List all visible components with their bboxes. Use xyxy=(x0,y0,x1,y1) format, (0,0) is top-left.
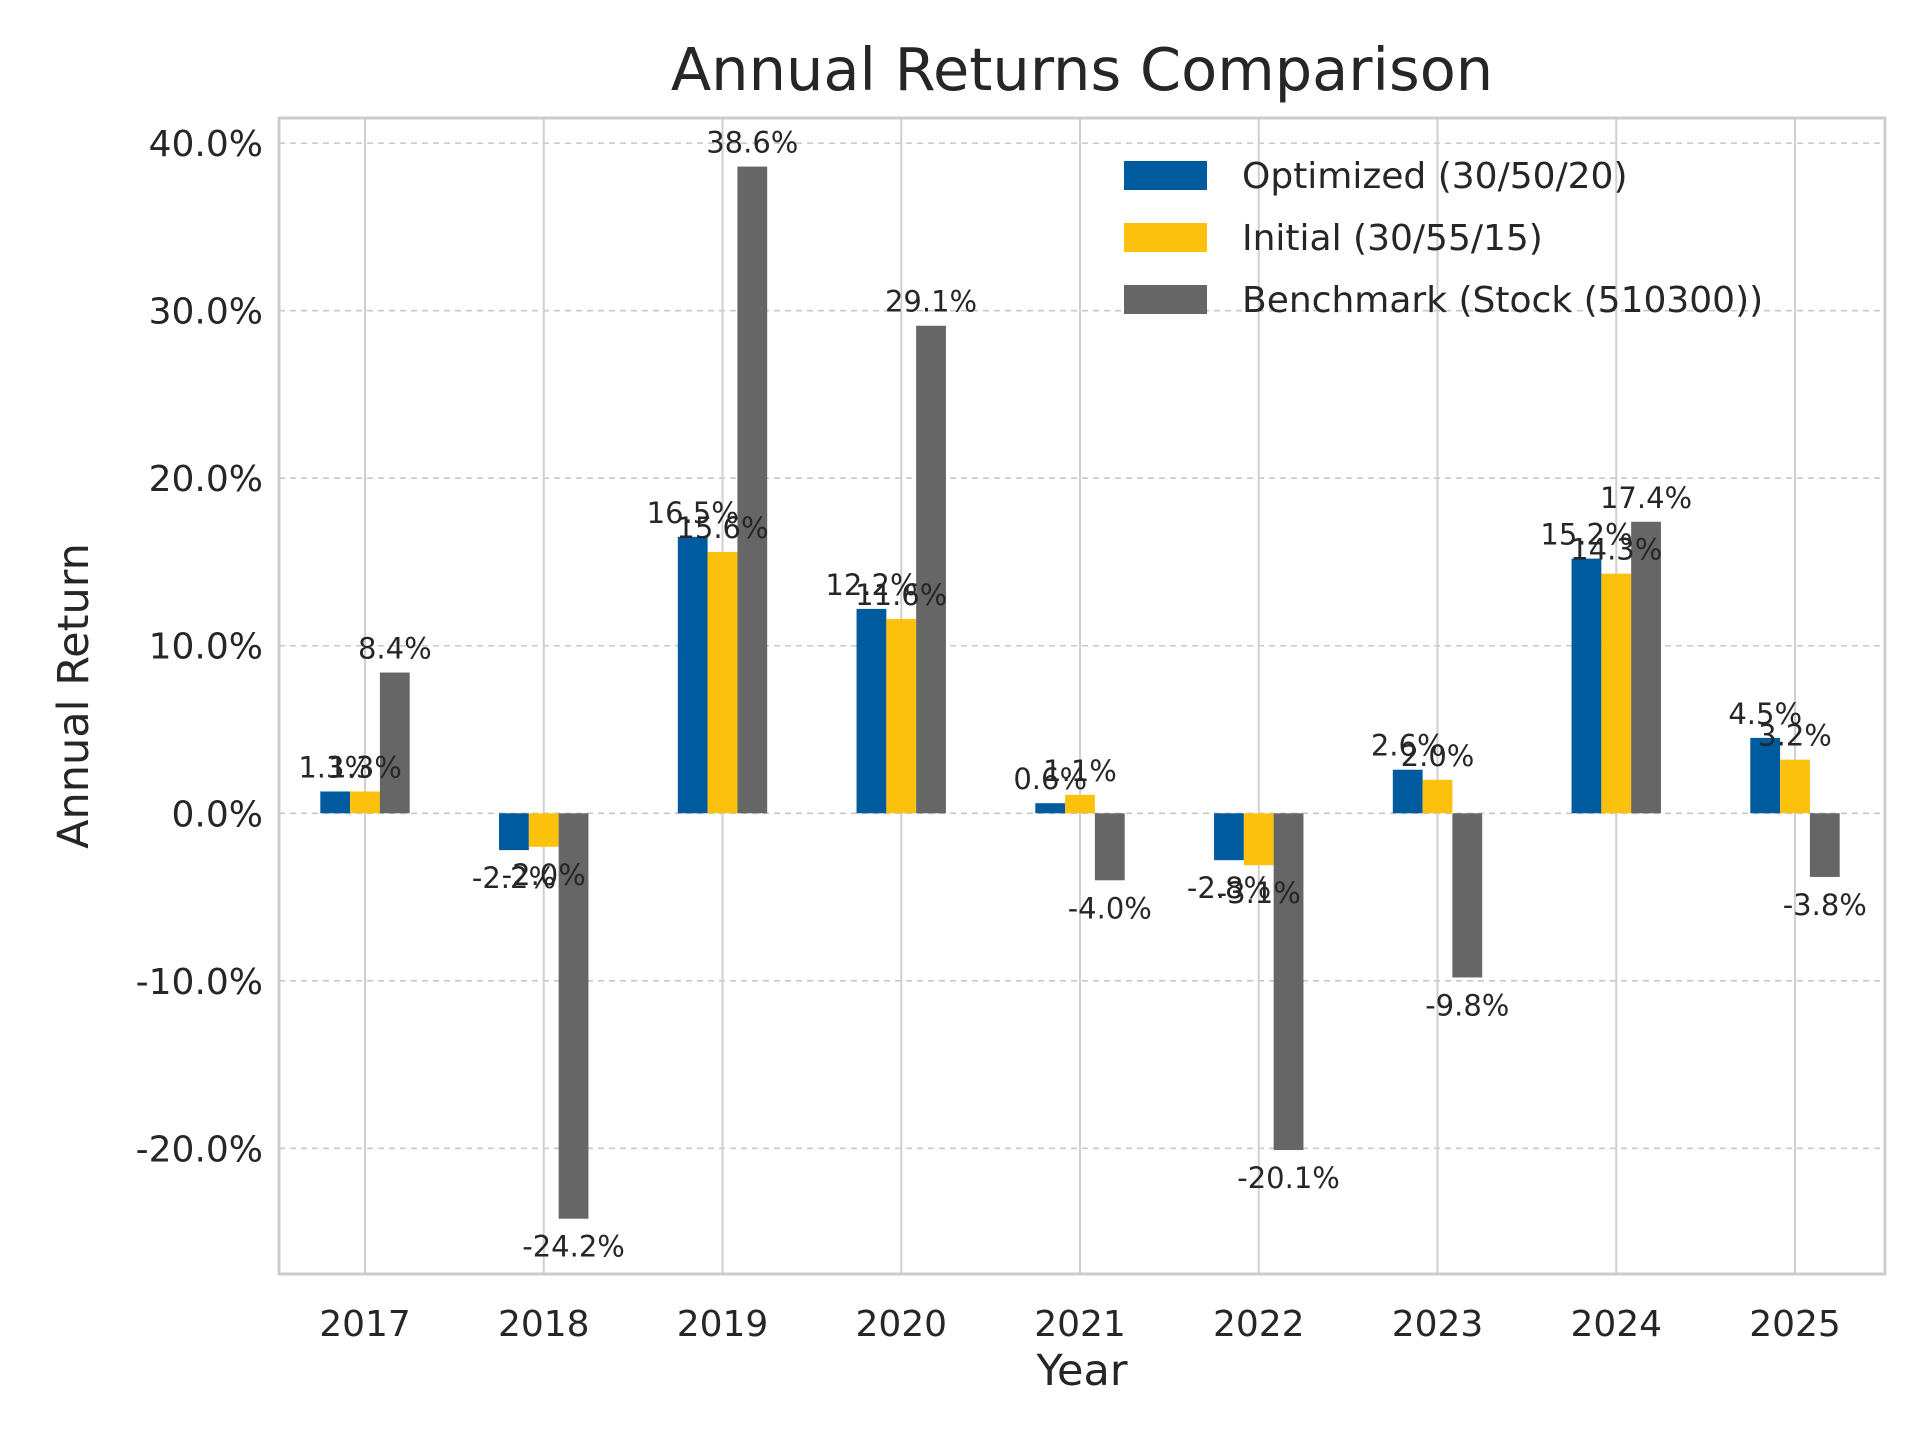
bar xyxy=(856,608,887,814)
x-tick-label: 2025 xyxy=(1749,1304,1841,1345)
data-label: 16.5% xyxy=(647,496,739,530)
data-label: 1.3% xyxy=(328,750,402,784)
y-tick-label: 40.0% xyxy=(149,124,263,165)
data-label: -4.0% xyxy=(1068,891,1152,925)
bar xyxy=(1065,794,1095,814)
x-tick-label: 2022 xyxy=(1213,1304,1305,1345)
data-label: 4.5% xyxy=(1728,697,1802,731)
legend-swatch xyxy=(1124,161,1207,190)
x-tick-label: 2017 xyxy=(319,1304,411,1345)
data-label: -2.2% xyxy=(472,861,556,895)
data-label: -2.0% xyxy=(502,858,586,892)
bar xyxy=(1452,813,1483,978)
bar xyxy=(1243,813,1274,866)
data-label: -3.1% xyxy=(1217,876,1301,910)
bar xyxy=(528,813,559,847)
data-label: -3.8% xyxy=(1783,888,1867,922)
data-label: 8.4% xyxy=(358,632,432,666)
legend-label: Benchmark (Stock (510300)) xyxy=(1242,280,1763,321)
bar xyxy=(558,813,589,1219)
data-label: 17.4% xyxy=(1600,481,1692,515)
bar xyxy=(1809,813,1840,877)
legend-swatch xyxy=(1124,223,1207,252)
bar xyxy=(320,791,351,814)
data-label: -24.2% xyxy=(522,1230,625,1264)
data-label: -2.8% xyxy=(1187,871,1271,905)
legend-label: Initial (30/55/15) xyxy=(1242,218,1543,259)
data-label: 2.0% xyxy=(1401,739,1475,773)
data-label: 38.6% xyxy=(706,126,798,160)
x-tick-label: 2020 xyxy=(855,1304,947,1345)
data-label: 15.6% xyxy=(676,511,768,545)
bar xyxy=(886,618,917,814)
bar xyxy=(707,551,738,814)
bar xyxy=(499,813,529,851)
bar xyxy=(677,536,708,814)
x-tick-label: 2023 xyxy=(1392,1304,1484,1345)
bar xyxy=(1273,813,1304,1151)
x-tick-label: 2021 xyxy=(1034,1304,1126,1345)
y-axis-label: Annual Return xyxy=(49,543,99,849)
y-tick-label: 30.0% xyxy=(149,292,263,333)
bar xyxy=(916,325,946,814)
bar xyxy=(379,672,410,814)
bar xyxy=(1780,759,1810,814)
bar xyxy=(1035,803,1066,814)
y-tick-label: 10.0% xyxy=(149,627,263,668)
bar xyxy=(1214,813,1244,861)
ticks: -20.0% -10.0% 0.0% 10.0% 20.0% 30.0% 40.0% 2017… xyxy=(136,124,1841,1345)
data-label: 14.3% xyxy=(1570,533,1662,567)
bar xyxy=(1750,737,1781,814)
bar xyxy=(1094,813,1125,881)
data-label: 1.3% xyxy=(298,750,372,784)
y-tick-label: 0.0% xyxy=(172,794,263,835)
y-tick-label: 20.0% xyxy=(149,459,263,500)
bar xyxy=(350,791,380,814)
data-label: -20.1% xyxy=(1237,1161,1340,1195)
data-label: 11.6% xyxy=(855,578,947,612)
bar xyxy=(1571,558,1602,814)
legend-label: Optimized (30/50/20) xyxy=(1242,156,1628,197)
data-label: 29.1% xyxy=(885,285,977,319)
bars xyxy=(320,166,1840,1219)
x-tick-label: 2018 xyxy=(498,1304,590,1345)
x-tick-label: 2019 xyxy=(677,1304,769,1345)
legend: Optimized (30/50/20) Initial (30/55/15) Be… xyxy=(1124,156,1763,321)
data-label: 15.2% xyxy=(1540,518,1632,552)
bar xyxy=(737,166,768,814)
x-axis-label: Year xyxy=(1035,1346,1127,1396)
data-label: 3.2% xyxy=(1758,719,1832,753)
bar xyxy=(1601,573,1632,814)
data-label: 0.6% xyxy=(1013,762,1087,796)
y-tick-label: -20.0% xyxy=(136,1129,263,1170)
data-label: 1.1% xyxy=(1043,754,1117,788)
plot-frame xyxy=(277,116,1887,1276)
x-tick-label: 2024 xyxy=(1570,1304,1662,1345)
chart-title: Annual Returns Comparison xyxy=(671,35,1493,104)
bar xyxy=(1392,769,1423,814)
data-labels: 1.3% -2.2% 16.5% 12.2% 0.6% -2.8% 2.6% 15.2% 4.5… xyxy=(298,126,1867,1264)
bar xyxy=(1631,521,1661,814)
data-label: 2.6% xyxy=(1371,729,1445,763)
legend-swatch xyxy=(1124,285,1207,314)
data-label: 12.2% xyxy=(825,568,917,602)
bar xyxy=(1422,779,1453,814)
y-tick-label: -10.0% xyxy=(136,962,263,1003)
data-label: -9.8% xyxy=(1425,988,1509,1022)
